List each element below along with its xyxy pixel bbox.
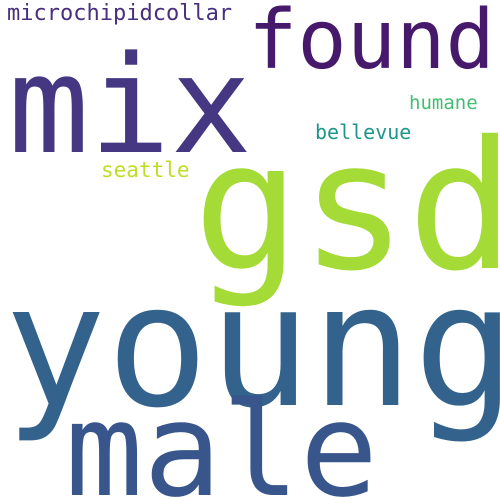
word-found: found xyxy=(248,0,495,88)
word-gsd: gsd xyxy=(193,103,500,310)
word-mix: mix xyxy=(8,27,252,184)
word-bellevue: bellevue xyxy=(315,120,412,144)
word-young: young xyxy=(4,248,500,446)
word-seattle: seattle xyxy=(101,158,190,182)
word-humane: humane xyxy=(409,92,478,114)
word-male: male xyxy=(65,374,379,500)
word-microchipidcollar: microchipidcollar xyxy=(7,1,233,26)
